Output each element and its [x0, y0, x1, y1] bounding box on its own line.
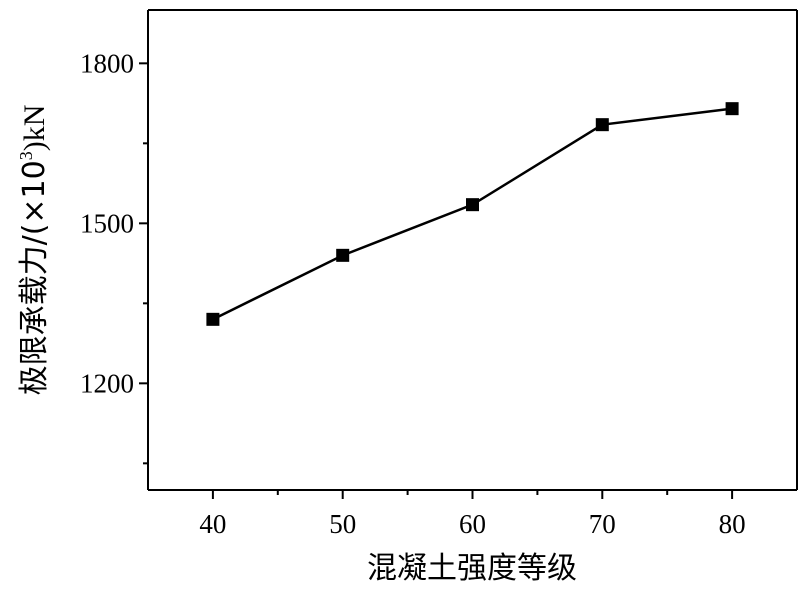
y-tick-label: 1800: [80, 48, 134, 78]
x-tick-label: 70: [589, 509, 616, 539]
y-axis-title-superscript: 3: [16, 151, 36, 160]
data-point-marker: [466, 198, 479, 212]
data-point-marker: [336, 248, 350, 262]
data-point-marker: [206, 312, 220, 326]
plot-area: [147, 9, 798, 491]
y-ticks: 1200 1500 1800: [80, 48, 148, 465]
x-tick-label: 60: [459, 509, 486, 539]
y-axis-title-suffix: )kN: [18, 105, 51, 152]
data-point-marker: [595, 118, 609, 132]
x-tick-label: 50: [329, 509, 356, 539]
y-tick-label: 1200: [80, 368, 134, 398]
x-tick-label: 40: [199, 509, 226, 539]
x-axis-title: 混凝土强度等级: [367, 551, 577, 586]
x-tick-label: 80: [719, 509, 746, 539]
y-tick-label: 1500: [80, 208, 134, 238]
series-line: [212, 107, 733, 321]
x-ticks: 40 50 60 70 80: [199, 490, 746, 539]
y-axis-title-main: 极限承载力/(×10: [17, 160, 52, 395]
data-point-marker: [725, 102, 739, 116]
series-layer: [206, 102, 739, 326]
y-axis-title: 极限承载力/(×103)kN: [16, 105, 52, 396]
